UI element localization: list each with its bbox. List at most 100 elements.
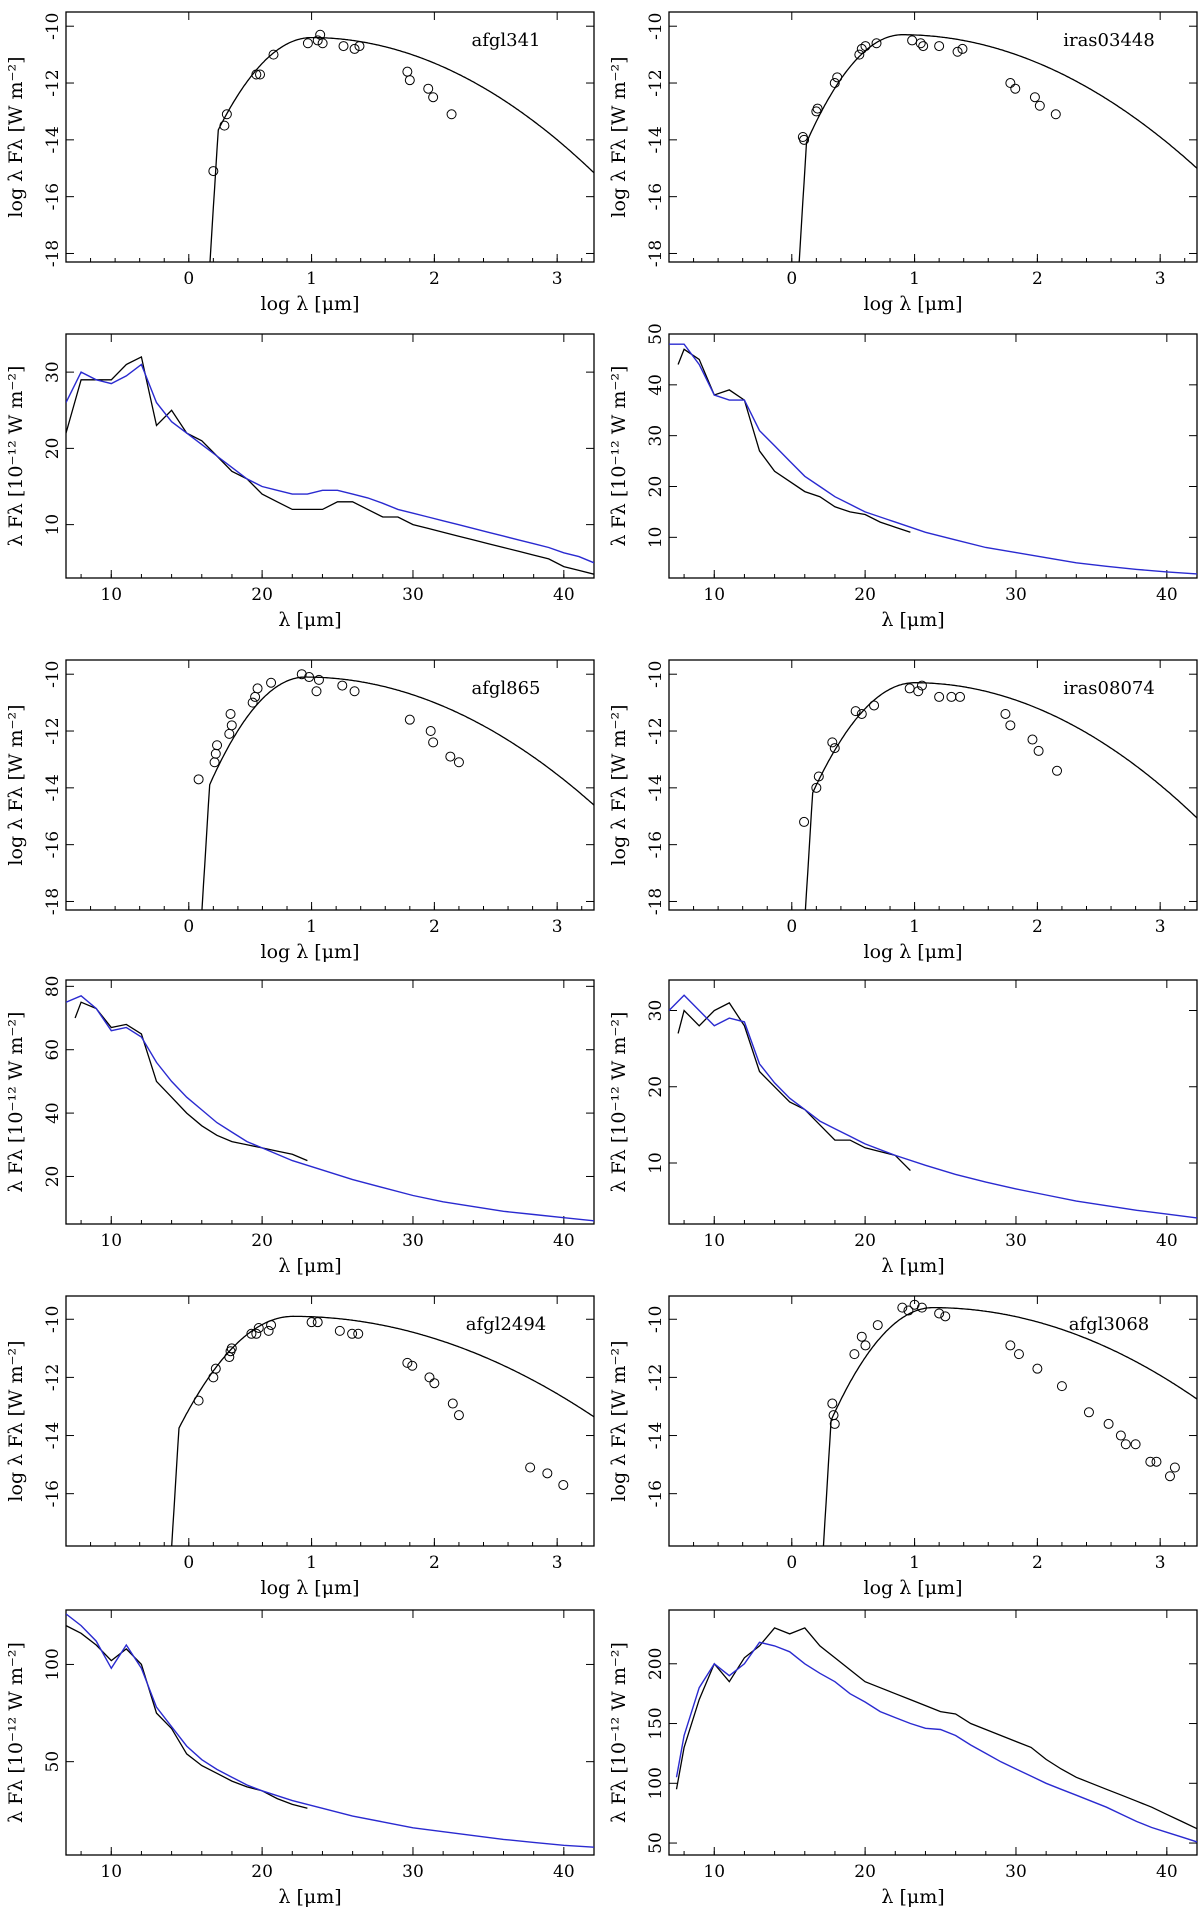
source-name: afgl865 xyxy=(471,678,540,699)
x-axis-label: log λ [μm] xyxy=(261,1577,360,1599)
y-tick-label: 30 xyxy=(43,361,63,383)
photometry-point xyxy=(224,728,235,739)
plot-area xyxy=(669,343,1197,575)
plot-frame xyxy=(65,979,595,1225)
source-name: iras03448 xyxy=(1063,30,1155,51)
plot-frame xyxy=(65,1609,595,1856)
x-tick-label: 2 xyxy=(1032,917,1043,937)
y-tick-label: 150 xyxy=(646,1707,666,1739)
plot-frame xyxy=(65,333,595,579)
x-tick-label: 10 xyxy=(100,585,122,605)
plot-area xyxy=(66,994,594,1222)
y-tick-label: -14 xyxy=(43,774,63,801)
plot-frame xyxy=(668,333,1198,579)
observed-spectrum-line xyxy=(66,1625,308,1809)
y-tick-label: -14 xyxy=(646,126,666,153)
photometry-point xyxy=(915,38,926,49)
x-tick-label: 3 xyxy=(552,1553,563,1573)
photometry-point xyxy=(453,757,464,768)
model-fit-line xyxy=(669,994,1197,1219)
photometry-point xyxy=(208,1372,219,1383)
photometry-point xyxy=(317,38,328,49)
model-fit-line xyxy=(66,363,594,564)
photometry-point xyxy=(1032,1363,1043,1374)
photometry-point xyxy=(940,1311,951,1322)
x-tick-label: 1 xyxy=(306,269,317,289)
y-tick-label: 200 xyxy=(646,1648,666,1680)
x-tick-label: 40 xyxy=(553,585,575,605)
photometry-point xyxy=(424,1372,435,1383)
photometry-point xyxy=(337,680,348,691)
y-axis-label: log λ Fλ [W m⁻²] xyxy=(608,1340,630,1501)
photometry-point xyxy=(208,166,219,177)
y-tick-label: 20 xyxy=(43,438,63,460)
photometry-point xyxy=(447,1398,458,1409)
plot-area xyxy=(797,34,1197,262)
plot-frame xyxy=(668,1295,1198,1547)
panel-5: 0 1 2 3 -18 -16 -14 -12 -10 log λ [μm] log λ Fλ [W… xyxy=(5,659,595,963)
photometry-point xyxy=(856,43,867,54)
photometry-point xyxy=(1005,720,1016,731)
photometry-point xyxy=(1103,1418,1114,1429)
sed-model-curve xyxy=(209,36,594,262)
x-tick-label: 30 xyxy=(402,1862,424,1882)
source-name: afgl2494 xyxy=(466,1314,546,1335)
y-tick-label: -16 xyxy=(646,831,666,858)
photometry-point xyxy=(246,1328,257,1339)
x-tick-label: 30 xyxy=(1005,585,1027,605)
photometry-point xyxy=(252,683,263,694)
panel-6: 0 1 2 3 -18 -16 -14 -12 -10 log λ [μm] log λ Fλ [W… xyxy=(608,659,1198,963)
photometry-point xyxy=(212,740,223,751)
y-tick-label: 20 xyxy=(646,476,666,498)
y-tick-label: -14 xyxy=(43,1422,63,1449)
y-tick-label: 80 xyxy=(43,976,63,998)
y-tick-label: 100 xyxy=(43,1648,63,1680)
photometry-point xyxy=(860,41,871,52)
photometry-point xyxy=(1083,1407,1094,1418)
photometry-point xyxy=(952,46,963,57)
photometry-point xyxy=(334,1325,345,1336)
plot-area xyxy=(669,994,1197,1219)
photometry-point xyxy=(829,743,840,754)
y-tick-label: -12 xyxy=(43,717,63,744)
photometry-point xyxy=(871,38,882,49)
photometry-point xyxy=(916,1302,927,1313)
x-tick-label: 10 xyxy=(703,585,725,605)
photometry-point xyxy=(247,697,258,708)
photometry-point xyxy=(1130,1439,1141,1450)
photometry-point xyxy=(1164,1471,1175,1482)
panel-3: 10 20 30 40 10 20 30 λ [μm] λ Fλ [10⁻¹² W m⁻²] xyxy=(5,333,595,631)
panel-7: 10 20 30 40 20 40 60 80 λ [μm] λ Fλ [10⁻¹² W m⁻²] xyxy=(5,976,595,1277)
photometry-point xyxy=(827,737,838,748)
observed-spectrum-line xyxy=(66,355,594,575)
x-tick-label: 0 xyxy=(786,917,797,937)
photometry-point xyxy=(425,726,436,737)
y-tick-label: -10 xyxy=(646,13,666,40)
x-tick-label: 2 xyxy=(429,1553,440,1573)
photometry-point xyxy=(812,103,823,114)
photometry-point xyxy=(210,1363,221,1374)
x-tick-label: 1 xyxy=(306,917,317,937)
photometry-point xyxy=(934,41,945,52)
photometry-point xyxy=(904,683,915,694)
x-tick-label: 40 xyxy=(1156,1862,1178,1882)
photometry-point xyxy=(224,1352,235,1363)
x-axis-label: log λ [μm] xyxy=(261,293,360,315)
photometry-point xyxy=(1169,1462,1180,1473)
plot-frame xyxy=(65,659,595,911)
x-tick-label: 0 xyxy=(183,917,194,937)
plot-area xyxy=(822,1299,1197,1546)
photometry-point xyxy=(946,691,957,702)
photometry-point xyxy=(829,78,840,89)
photometry-point xyxy=(313,674,324,685)
y-tick-label: 10 xyxy=(646,1152,666,1174)
photometry-point xyxy=(428,92,439,103)
plot-frame xyxy=(668,659,1198,911)
plot-area xyxy=(799,680,1197,910)
photometry-point xyxy=(1145,1456,1156,1467)
y-tick-label: 40 xyxy=(43,1102,63,1124)
y-axis-label: λ Fλ [10⁻¹² W m⁻²] xyxy=(5,1642,27,1823)
x-tick-label: 3 xyxy=(552,269,563,289)
y-tick-label: -16 xyxy=(43,831,63,858)
